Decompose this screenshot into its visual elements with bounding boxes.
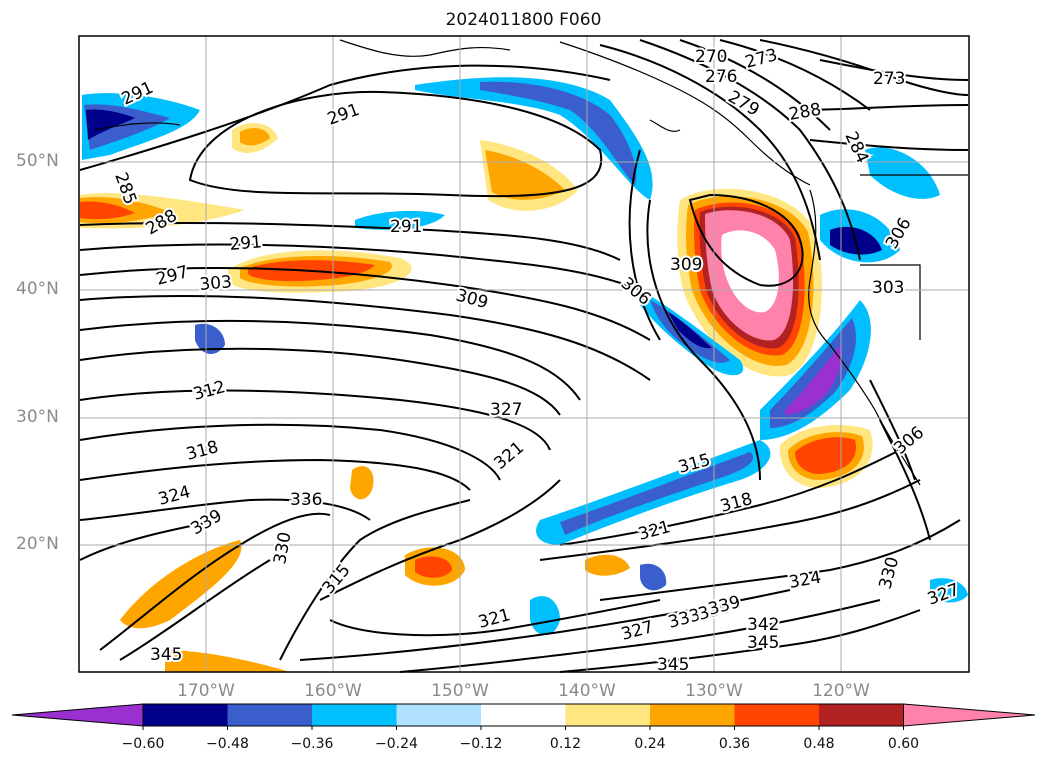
map-title: 2024011800 F060 <box>445 10 602 30</box>
colorbar-segment <box>481 704 566 726</box>
lon-label-160w: 160°W <box>304 681 362 701</box>
contour-label: 291 <box>229 232 263 255</box>
colorbar-segment <box>396 704 481 726</box>
colorbar-tick-label: −0.36 <box>290 736 334 752</box>
colorbar-segment <box>143 704 228 726</box>
colorbar-tick-label: 0.36 <box>718 736 751 752</box>
colorbar-tick-label: 0.12 <box>549 736 582 752</box>
lon-label-150w: 150°W <box>431 681 489 701</box>
contour-label: 342 <box>747 615 779 635</box>
colorbar-tick-label: 0.24 <box>634 736 666 752</box>
contour-label: 345 <box>747 633 779 653</box>
lat-label-40n: 40°N <box>16 279 59 299</box>
contour-lines <box>79 39 969 673</box>
lon-label-130w: 130°W <box>685 681 743 701</box>
contour-label: 327 <box>490 400 522 420</box>
colorbar-segment <box>734 704 819 726</box>
colorbar-extend-low <box>11 703 144 727</box>
colorbar-tick-label: −0.60 <box>121 736 165 752</box>
contour-label: 336 <box>290 490 322 510</box>
colorbar-tick-label: 0.60 <box>887 736 920 752</box>
colorbar-extend-high <box>903 703 1036 727</box>
contour-label: 303 <box>872 278 904 298</box>
lat-label-50n: 50°N <box>16 151 59 171</box>
colorbar-segment <box>650 704 735 726</box>
colorbar-tick-label: 0.48 <box>803 736 835 752</box>
colorbar-segment <box>312 704 397 726</box>
lat-label-20n: 20°N <box>16 534 59 554</box>
lon-label-120w: 120°W <box>812 681 870 701</box>
contour-label: 345 <box>657 655 689 675</box>
colorbar-tick-label: −0.24 <box>375 736 418 752</box>
shaded-anomalies <box>80 77 968 672</box>
colorbar-segment <box>227 704 312 726</box>
colorbar-segment <box>565 704 650 726</box>
contour-label: 303 <box>199 272 233 295</box>
contour-label: 270 <box>695 47 727 67</box>
coastlines <box>94 39 968 486</box>
colorbar <box>11 703 1036 730</box>
contour-label: 309 <box>670 255 702 275</box>
lat-label-30n: 30°N <box>16 407 59 427</box>
colorbar-tick-label: −0.48 <box>206 736 249 752</box>
contour-label: 273 <box>873 69 905 89</box>
contour-label: 276 <box>705 67 737 87</box>
colorbar-segment <box>819 704 904 726</box>
lon-label-140w: 140°W <box>558 681 616 701</box>
colorbar-tick-label: −0.12 <box>459 736 503 752</box>
graticule <box>79 36 969 672</box>
contour-label: 345 <box>150 645 182 665</box>
lon-label-170w: 170°W <box>177 681 235 701</box>
contour-label: 291 <box>390 217 422 237</box>
